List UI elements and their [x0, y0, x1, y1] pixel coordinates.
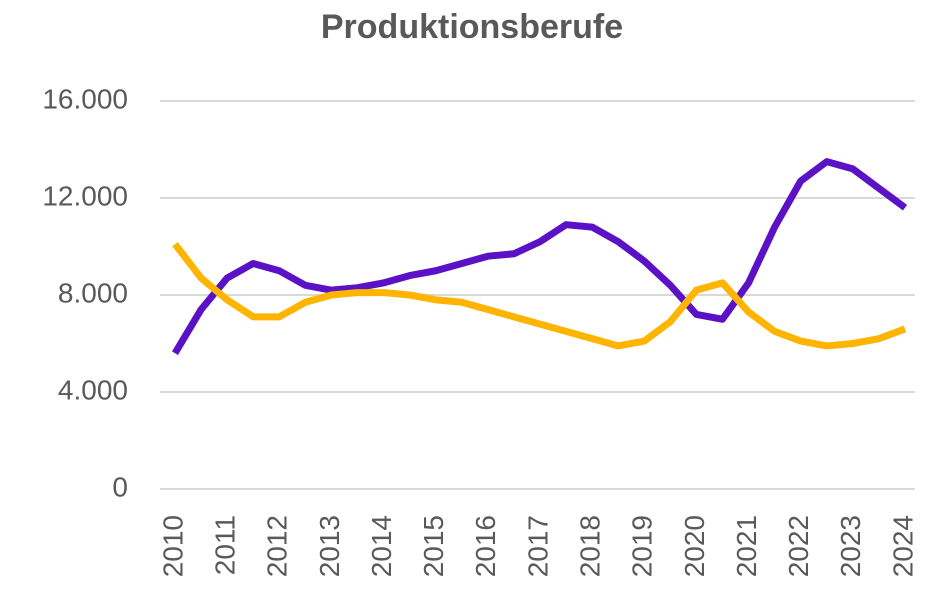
x-tick-label: 2012 [262, 515, 293, 577]
y-tick-label: 12.000 [42, 180, 128, 211]
x-tick-label: 2023 [835, 515, 866, 577]
y-tick-label: 8.000 [58, 277, 128, 308]
x-tick-label: 2018 [575, 515, 606, 577]
line-series [171, 158, 908, 355]
x-tick-label: 2013 [314, 515, 345, 577]
x-tick-label: 2011 [210, 515, 241, 575]
y-tick-label: 0 [112, 471, 128, 502]
x-tick-label: 2010 [157, 515, 188, 577]
x-tick-label: 2022 [783, 515, 814, 577]
x-tick-label: 2016 [470, 515, 501, 577]
x-tick-label: 2021 [731, 515, 762, 577]
x-tick-label: 2017 [522, 515, 553, 577]
y-tick-label: 16.000 [42, 83, 128, 114]
x-tick-label: 2014 [366, 515, 397, 577]
line-series [172, 241, 907, 350]
x-tick-label: 2015 [418, 515, 449, 577]
x-tick-label: 2024 [887, 515, 918, 577]
x-tick-label: 2019 [627, 515, 658, 577]
y-tick-label: 4.000 [58, 374, 128, 405]
x-tick-label: 2020 [679, 515, 710, 577]
chart-title: Produktionsberufe [321, 8, 623, 46]
